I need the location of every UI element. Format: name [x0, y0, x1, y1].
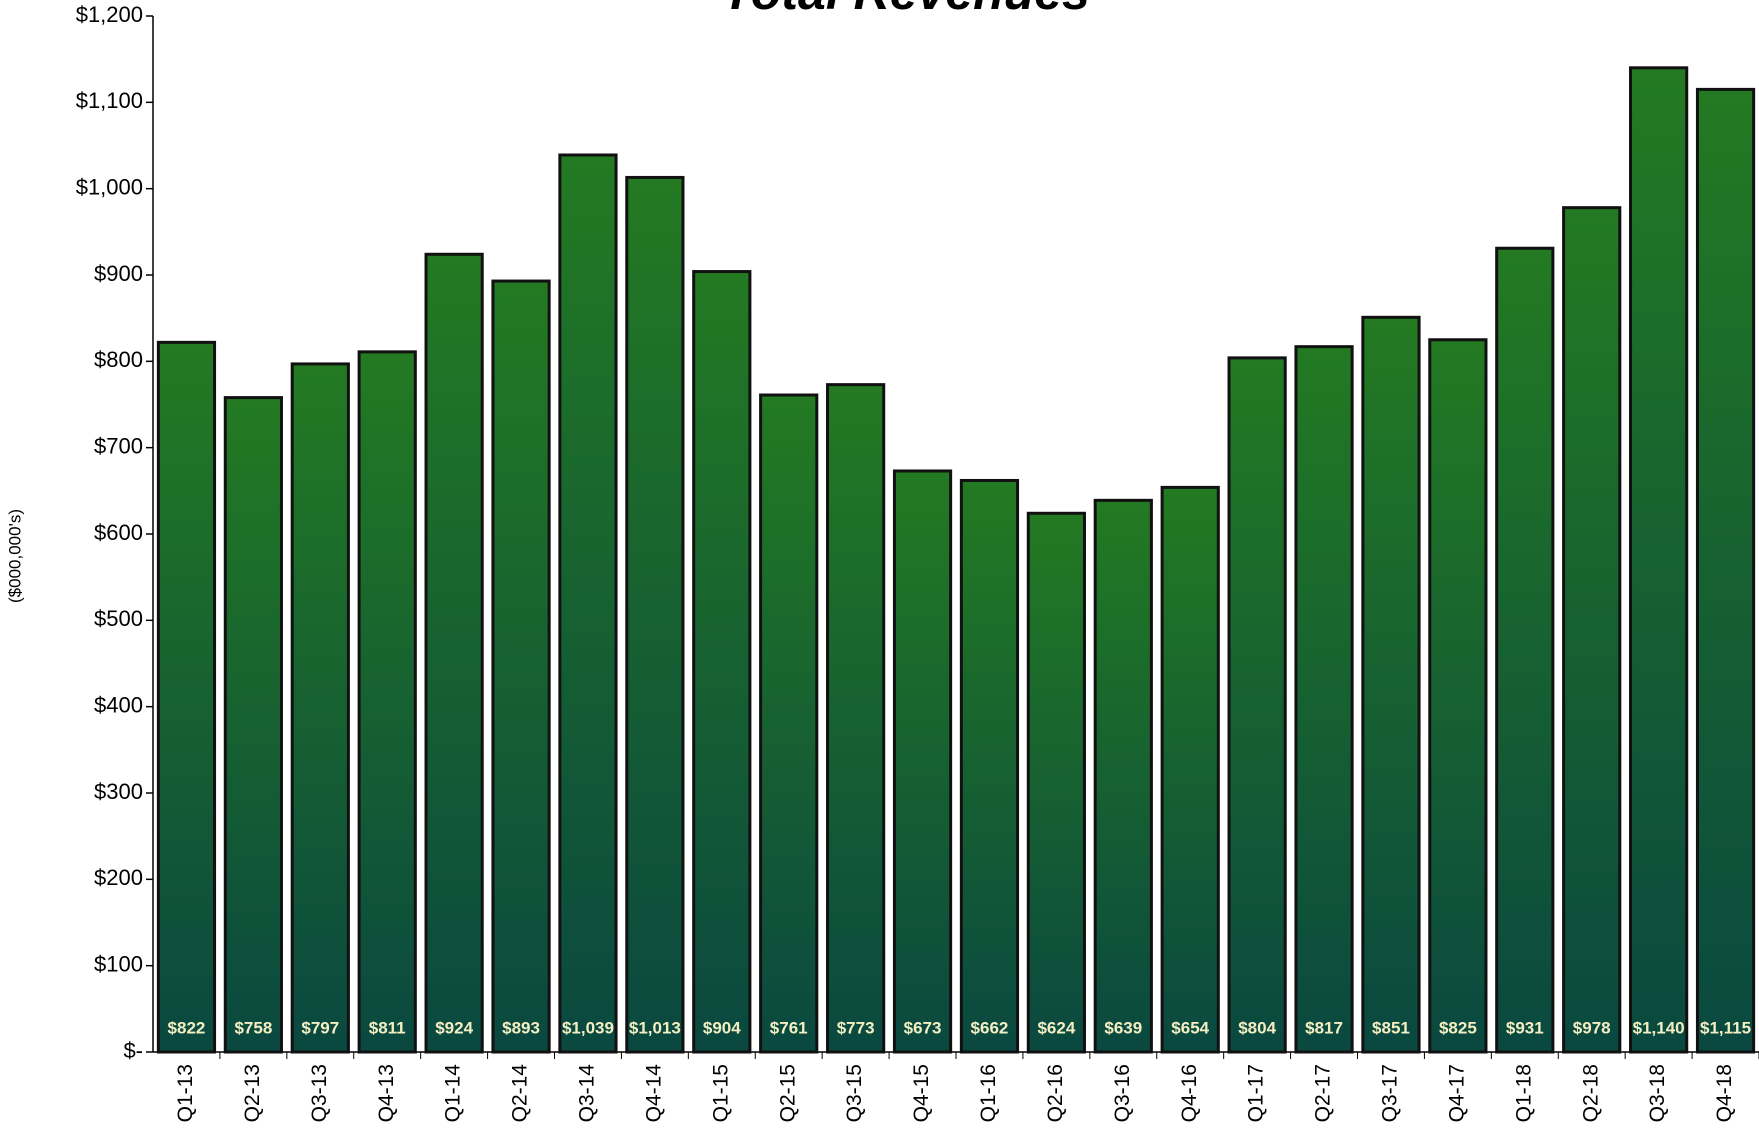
bar — [1495, 246, 1555, 1054]
value-label: $1,039 — [562, 1018, 614, 1037]
bar — [1294, 345, 1354, 1054]
x-tick-label: Q2-15 — [776, 1064, 799, 1122]
x-tick-label: Q4-16 — [1178, 1064, 1201, 1122]
value-label: $797 — [301, 1018, 339, 1037]
x-tick-label: Q1-13 — [174, 1064, 197, 1122]
x-tick-label: Q1-14 — [442, 1064, 465, 1123]
x-tick-label: Q3-15 — [843, 1064, 866, 1122]
y-tick-label: $300 — [94, 779, 143, 804]
x-tick-label: Q4-17 — [1445, 1064, 1468, 1122]
bar — [826, 383, 886, 1054]
x-tick-label: Q1-18 — [1512, 1064, 1535, 1122]
value-label: $822 — [168, 1018, 206, 1037]
value-label: $811 — [369, 1018, 406, 1037]
x-tick-label: Q1-16 — [977, 1064, 1000, 1122]
bar — [1562, 206, 1622, 1054]
y-tick-label: $700 — [94, 433, 143, 458]
value-label: $817 — [1305, 1018, 1343, 1037]
x-tick-label: Q4-13 — [375, 1064, 398, 1122]
value-label: $1,140 — [1633, 1018, 1685, 1037]
x-tick-label: Q3-16 — [1111, 1064, 1134, 1122]
x-tick-label: Q3-14 — [576, 1064, 599, 1123]
y-tick-label: $- — [123, 1038, 143, 1063]
value-label: $662 — [971, 1018, 1009, 1037]
value-label: $978 — [1573, 1018, 1611, 1037]
y-tick-label: $1,000 — [76, 174, 143, 199]
value-label: $673 — [904, 1018, 942, 1037]
y-tick-label: $1,200 — [76, 2, 143, 27]
x-tick-label: Q2-17 — [1312, 1064, 1335, 1122]
x-tick-label: Q3-13 — [308, 1064, 331, 1122]
value-label: $773 — [837, 1018, 875, 1037]
bar — [692, 270, 752, 1054]
value-label: $654 — [1171, 1018, 1209, 1037]
bar — [424, 252, 484, 1054]
value-label: $904 — [703, 1018, 741, 1037]
value-label: $931 — [1506, 1018, 1544, 1037]
x-tick-label: Q4-18 — [1713, 1064, 1736, 1122]
bar — [1629, 66, 1689, 1054]
y-tick-label: $400 — [94, 692, 143, 717]
value-label: $924 — [435, 1018, 473, 1037]
bar — [1695, 87, 1756, 1054]
value-label: $639 — [1104, 1018, 1142, 1037]
x-tick-label: Q3-17 — [1379, 1064, 1402, 1122]
value-label: $804 — [1238, 1018, 1276, 1037]
value-label: $1,115 — [1700, 1018, 1751, 1037]
bar — [1428, 338, 1488, 1054]
x-tick-label: Q3-18 — [1646, 1064, 1669, 1122]
bar — [223, 396, 283, 1054]
x-tick-label: Q2-14 — [509, 1064, 532, 1123]
x-tick-label: Q2-16 — [1044, 1064, 1067, 1122]
y-tick-label: $900 — [94, 261, 143, 286]
bar — [1227, 356, 1287, 1054]
value-label: $624 — [1037, 1018, 1075, 1037]
bar — [558, 153, 618, 1054]
x-tick-label: Q4-14 — [642, 1064, 665, 1123]
bar — [1160, 485, 1220, 1054]
x-tick-label: Q2-13 — [241, 1064, 264, 1122]
y-tick-label: $100 — [94, 951, 143, 976]
value-label: $851 — [1372, 1018, 1410, 1037]
value-label: $825 — [1439, 1018, 1477, 1037]
y-tick-label: $800 — [94, 347, 143, 372]
bar — [625, 175, 685, 1054]
bar — [1361, 315, 1421, 1054]
y-tick-label: $600 — [94, 520, 143, 545]
y-tick-label: $1,100 — [76, 88, 143, 113]
x-tick-label: Q1-17 — [1245, 1064, 1268, 1122]
bar — [491, 279, 551, 1054]
value-label: $1,013 — [629, 1018, 681, 1037]
bar — [290, 362, 350, 1054]
bar — [759, 393, 819, 1054]
bar — [156, 340, 217, 1054]
bar — [1026, 511, 1086, 1054]
y-tick-label: $200 — [94, 865, 143, 890]
y-axis-label: ($000,000's) — [5, 509, 24, 603]
chart-title: Total Revenues — [722, 0, 1090, 20]
value-label: $761 — [770, 1018, 808, 1037]
bar — [892, 469, 953, 1054]
x-tick-label: Q1-15 — [709, 1064, 732, 1122]
bar — [1093, 498, 1153, 1054]
bar — [357, 350, 417, 1054]
bar — [959, 478, 1020, 1054]
x-tick-label: Q4-15 — [910, 1064, 933, 1122]
value-label: $893 — [502, 1018, 540, 1037]
y-tick-label: $500 — [94, 606, 143, 631]
value-label: $758 — [234, 1018, 272, 1037]
x-tick-label: Q2-18 — [1579, 1064, 1602, 1122]
